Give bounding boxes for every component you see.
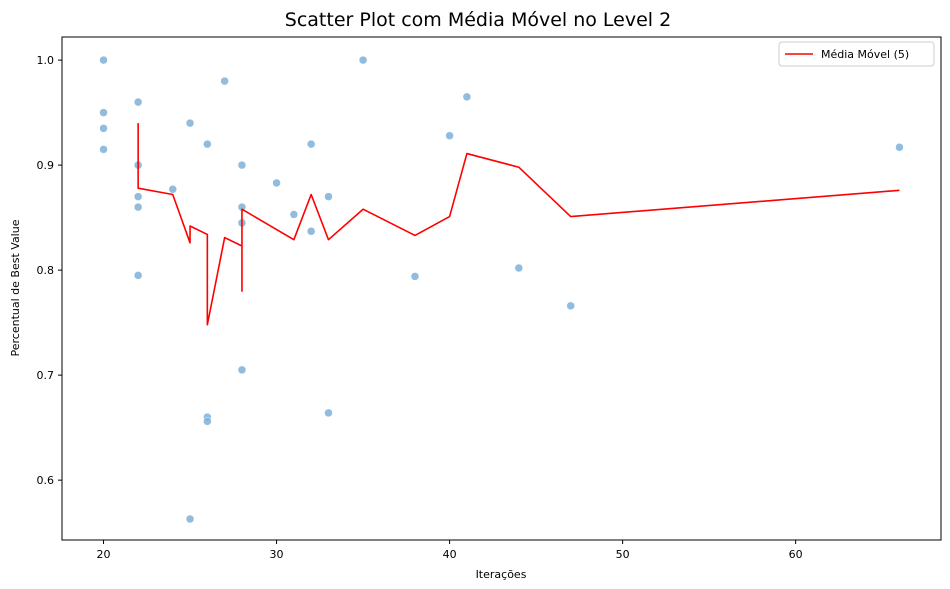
scatter-point (133, 271, 143, 280)
scatter-point (203, 139, 212, 149)
scatter-point (324, 408, 333, 418)
scatter-point (272, 178, 281, 188)
scatter-point (514, 263, 524, 273)
scatter-point (133, 192, 143, 201)
scatter-point (358, 55, 368, 65)
y-tick-label: 0.6 (37, 474, 55, 487)
y-tick-label: 0.7 (37, 369, 55, 382)
scatter-point (99, 124, 108, 133)
scatter-point (185, 514, 195, 524)
x-tick-label: 60 (789, 548, 803, 561)
scatter-series (99, 55, 904, 524)
x-tick-label: 40 (443, 548, 457, 561)
y-tick-label: 0.8 (37, 264, 55, 277)
scatter-point (445, 131, 454, 140)
scatter-point (306, 139, 316, 149)
x-tick-label: 20 (97, 548, 111, 561)
y-axis: 0.6 0.7 0.8 0.9 1.0 (37, 54, 62, 487)
scatter-point (99, 145, 108, 154)
scatter-point (185, 118, 195, 128)
scatter-point (324, 192, 333, 201)
x-axis-label: Iterações (476, 568, 527, 581)
y-tick-label: 0.9 (37, 159, 55, 172)
scatter-point (306, 227, 316, 236)
x-tick-label: 50 (616, 548, 630, 561)
scatter-point (237, 160, 247, 170)
scatter-point (133, 97, 143, 107)
scatter-point (895, 143, 904, 152)
x-axis: 20 30 40 50 60 (97, 540, 803, 561)
scatter-point (220, 76, 229, 86)
x-tick-label: 30 (270, 548, 284, 561)
legend-label: Média Móvel (5) (821, 48, 909, 61)
scatter-point (566, 301, 575, 311)
moving-average-line (137, 123, 900, 326)
y-axis-label: Percentual de Best Value (9, 219, 22, 356)
scatter-point (99, 55, 108, 65)
y-tick-label: 1.0 (37, 54, 55, 67)
scatter-point (289, 210, 299, 219)
plot-frame (61, 36, 942, 541)
scatter-point (462, 92, 472, 102)
scatter-point (99, 108, 108, 117)
legend: Média Móvel (5) (778, 41, 935, 67)
scatter-point (410, 272, 420, 281)
plot-area (62, 37, 941, 540)
scatter-point (203, 417, 212, 426)
chart-title: Scatter Plot com Média Móvel no Level 2 (285, 9, 671, 31)
scatter-point (237, 365, 247, 375)
scatter-point (133, 202, 143, 212)
scatter-point (168, 185, 177, 194)
moving-average-series (137, 123, 900, 326)
legend-box (778, 41, 935, 67)
